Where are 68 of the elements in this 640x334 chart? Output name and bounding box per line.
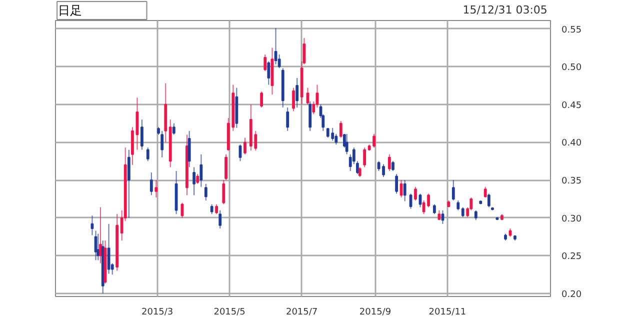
y-tick-label: 0.25 bbox=[562, 252, 582, 262]
y-tick-label: 0.45 bbox=[562, 100, 582, 111]
y-tick-label: 0.55 bbox=[562, 25, 582, 36]
candlestick bbox=[292, 87, 295, 112]
candlestick bbox=[200, 154, 203, 188]
x-tick-label: 2015/7 bbox=[286, 308, 318, 318]
candlestick bbox=[422, 200, 426, 215]
y-tick-label: 0.40 bbox=[562, 138, 582, 149]
candlestick bbox=[306, 87, 310, 105]
text: 15/12/31 03:05 bbox=[462, 4, 548, 16]
candlestick bbox=[90, 215, 94, 236]
candlestick bbox=[188, 130, 191, 168]
candlestick bbox=[196, 174, 200, 184]
candlestick bbox=[210, 204, 214, 215]
candlestick bbox=[433, 204, 436, 215]
candlestick bbox=[427, 193, 430, 208]
candlestick bbox=[244, 137, 246, 155]
candlestick bbox=[99, 206, 102, 264]
x-tick-label: 2015/9 bbox=[359, 308, 392, 318]
candlestick bbox=[218, 210, 222, 229]
candlestick bbox=[339, 120, 342, 138]
candlestick bbox=[131, 126, 134, 166]
candlestick bbox=[484, 186, 487, 198]
candlestick bbox=[461, 206, 464, 218]
candlestick bbox=[260, 91, 263, 108]
candlestick bbox=[172, 122, 176, 136]
y-tick-label: 0.30 bbox=[562, 214, 582, 224]
candlestick bbox=[296, 77, 299, 108]
x-tick-label: 2015/11 bbox=[428, 308, 466, 318]
x-tick-label: 2015/5 bbox=[214, 308, 246, 318]
candlestick bbox=[487, 193, 490, 208]
candlestick bbox=[140, 119, 144, 150]
candlestick bbox=[150, 172, 153, 196]
candlestick bbox=[363, 147, 366, 168]
candlestick bbox=[215, 204, 218, 215]
candlestick bbox=[392, 160, 394, 172]
candlestick bbox=[127, 149, 130, 218]
y-tick-label: 0.20 bbox=[562, 290, 582, 300]
candlestick bbox=[382, 164, 385, 178]
candlestick bbox=[409, 193, 412, 210]
candlestick bbox=[403, 180, 406, 202]
candlestick bbox=[267, 60, 270, 86]
candlestick bbox=[264, 54, 267, 72]
candlestick bbox=[372, 133, 376, 148]
candlestick bbox=[224, 154, 228, 181]
candlestick bbox=[441, 210, 444, 224]
candlestick bbox=[414, 186, 417, 201]
x-tick-label: 2015/3 bbox=[142, 308, 174, 318]
candlestick bbox=[308, 100, 312, 132]
candlestick bbox=[377, 160, 380, 172]
candlestick bbox=[358, 166, 362, 178]
candlestick bbox=[456, 200, 460, 211]
candlestick bbox=[238, 144, 242, 162]
candlestick bbox=[388, 154, 391, 172]
candlestick bbox=[192, 166, 196, 196]
text: 日足 bbox=[58, 4, 82, 18]
candlestick bbox=[395, 174, 398, 194]
candlestick bbox=[146, 147, 150, 162]
candlestick bbox=[160, 130, 164, 158]
candlestick bbox=[452, 180, 455, 201]
candlestick bbox=[154, 180, 158, 198]
candlestick bbox=[345, 133, 348, 155]
candlestick bbox=[286, 106, 290, 132]
y-tick-label: 0.50 bbox=[562, 63, 582, 74]
y-tick-label: 0.35 bbox=[562, 176, 582, 187]
candlestick bbox=[204, 183, 208, 201]
candlestick bbox=[474, 210, 478, 221]
candlestick bbox=[222, 180, 226, 205]
